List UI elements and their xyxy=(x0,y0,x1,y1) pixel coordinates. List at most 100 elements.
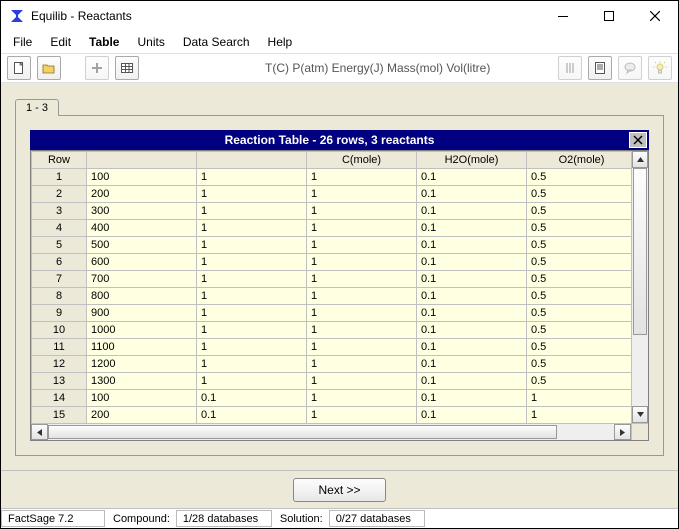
row-number-cell[interactable]: 10 xyxy=(32,322,87,339)
row-number-cell[interactable]: 7 xyxy=(32,271,87,288)
next-button[interactable]: Next >> xyxy=(293,478,385,502)
data-cell[interactable]: 0.1 xyxy=(417,237,527,254)
menu-item-data-search[interactable]: Data Search xyxy=(175,33,258,51)
data-cell[interactable]: 0.1 xyxy=(417,356,527,373)
row-number-cell[interactable]: 6 xyxy=(32,254,87,271)
maximize-button[interactable] xyxy=(586,1,632,31)
data-cell[interactable]: 200 xyxy=(87,186,197,203)
data-cell[interactable]: 0.5 xyxy=(527,271,632,288)
minimize-button[interactable] xyxy=(540,1,586,31)
data-cell[interactable]: 0.1 xyxy=(197,390,307,407)
data-cell[interactable]: 0.1 xyxy=(417,271,527,288)
data-cell[interactable]: 1 xyxy=(197,203,307,220)
table-row[interactable]: 111100110.10.5 xyxy=(32,339,632,356)
data-cell[interactable]: 300 xyxy=(87,203,197,220)
table-row[interactable]: 141000.110.11 xyxy=(32,390,632,407)
data-cell[interactable]: 1 xyxy=(197,373,307,390)
vscroll-thumb[interactable] xyxy=(633,168,647,335)
data-cell[interactable]: 0.1 xyxy=(417,220,527,237)
row-number-cell[interactable]: 1 xyxy=(32,169,87,186)
data-cell[interactable]: 0.1 xyxy=(417,407,527,424)
data-cell[interactable]: 0.5 xyxy=(527,373,632,390)
table-row[interactable]: 101000110.10.5 xyxy=(32,322,632,339)
data-cell[interactable]: 0.1 xyxy=(417,288,527,305)
scroll-right-button[interactable] xyxy=(614,424,631,440)
data-cell[interactable]: 0.5 xyxy=(527,186,632,203)
data-cell[interactable]: 0.1 xyxy=(417,373,527,390)
scroll-left-button[interactable] xyxy=(31,424,48,440)
data-cell[interactable]: 0.1 xyxy=(417,305,527,322)
column-header-2[interactable] xyxy=(197,152,307,169)
table-row[interactable]: 7700110.10.5 xyxy=(32,271,632,288)
tab-1-3[interactable]: 1 - 3 xyxy=(15,99,59,116)
table-row[interactable]: 6600110.10.5 xyxy=(32,254,632,271)
table-row[interactable]: 2200110.10.5 xyxy=(32,186,632,203)
table-close-button[interactable] xyxy=(629,132,647,148)
data-cell[interactable]: 1 xyxy=(527,407,632,424)
reaction-table[interactable]: RowC(mole)H2O(mole)O2(mole) 1100110.10.5… xyxy=(31,151,631,423)
table-row[interactable]: 8800110.10.5 xyxy=(32,288,632,305)
data-cell[interactable]: 0.1 xyxy=(417,339,527,356)
data-cell[interactable]: 1 xyxy=(307,390,417,407)
data-cell[interactable]: 1 xyxy=(307,407,417,424)
tool-button-1[interactable] xyxy=(558,56,582,80)
table-row[interactable]: 131300110.10.5 xyxy=(32,373,632,390)
new-button[interactable] xyxy=(7,56,31,80)
data-cell[interactable]: 0.1 xyxy=(417,186,527,203)
row-number-cell[interactable]: 12 xyxy=(32,356,87,373)
row-number-cell[interactable]: 4 xyxy=(32,220,87,237)
data-cell[interactable]: 0.1 xyxy=(417,390,527,407)
menu-item-edit[interactable]: Edit xyxy=(42,33,79,51)
menu-item-units[interactable]: Units xyxy=(129,33,172,51)
row-number-cell[interactable]: 13 xyxy=(32,373,87,390)
data-cell[interactable]: 0.1 xyxy=(197,407,307,424)
row-number-cell[interactable]: 11 xyxy=(32,339,87,356)
hscroll-thumb[interactable] xyxy=(48,425,557,439)
data-cell[interactable]: 1 xyxy=(307,373,417,390)
row-number-cell[interactable]: 2 xyxy=(32,186,87,203)
data-cell[interactable]: 100 xyxy=(87,390,197,407)
grid-view-button[interactable] xyxy=(115,56,139,80)
scroll-down-button[interactable] xyxy=(632,406,648,423)
vertical-scrollbar[interactable] xyxy=(631,151,648,423)
menu-item-help[interactable]: Help xyxy=(260,33,301,51)
data-cell[interactable]: 1 xyxy=(307,322,417,339)
data-cell[interactable]: 1 xyxy=(527,390,632,407)
data-cell[interactable]: 1 xyxy=(197,254,307,271)
column-header-1[interactable] xyxy=(87,152,197,169)
vscroll-track[interactable] xyxy=(632,168,648,406)
data-cell[interactable]: 900 xyxy=(87,305,197,322)
table-row[interactable]: 121200110.10.5 xyxy=(32,356,632,373)
table-row[interactable]: 4400110.10.5 xyxy=(32,220,632,237)
row-number-cell[interactable]: 5 xyxy=(32,237,87,254)
row-number-cell[interactable]: 15 xyxy=(32,407,87,424)
column-header-0[interactable]: Row xyxy=(32,152,87,169)
data-cell[interactable]: 0.1 xyxy=(417,169,527,186)
data-cell[interactable]: 1 xyxy=(197,271,307,288)
grid-area[interactable]: RowC(mole)H2O(mole)O2(mole) 1100110.10.5… xyxy=(31,151,631,423)
data-cell[interactable]: 1 xyxy=(307,271,417,288)
data-cell[interactable]: 1300 xyxy=(87,373,197,390)
column-header-5[interactable]: O2(mole) xyxy=(527,152,632,169)
data-cell[interactable]: 400 xyxy=(87,220,197,237)
open-button[interactable] xyxy=(37,56,61,80)
tool-button-2[interactable] xyxy=(588,56,612,80)
scroll-up-button[interactable] xyxy=(632,151,648,168)
data-cell[interactable]: 200 xyxy=(87,407,197,424)
data-cell[interactable]: 1 xyxy=(307,356,417,373)
data-cell[interactable]: 1 xyxy=(307,169,417,186)
row-number-cell[interactable]: 3 xyxy=(32,203,87,220)
data-cell[interactable]: 1100 xyxy=(87,339,197,356)
table-row[interactable]: 152000.110.11 xyxy=(32,407,632,424)
data-cell[interactable]: 1 xyxy=(307,203,417,220)
table-row[interactable]: 9900110.10.5 xyxy=(32,305,632,322)
data-cell[interactable]: 1 xyxy=(307,186,417,203)
table-row[interactable]: 5500110.10.5 xyxy=(32,237,632,254)
add-button[interactable] xyxy=(85,56,109,80)
data-cell[interactable]: 1 xyxy=(197,220,307,237)
data-cell[interactable]: 0.5 xyxy=(527,220,632,237)
data-cell[interactable]: 1 xyxy=(307,339,417,356)
data-cell[interactable]: 1 xyxy=(307,305,417,322)
data-cell[interactable]: 1000 xyxy=(87,322,197,339)
hscroll-track[interactable] xyxy=(48,424,614,440)
